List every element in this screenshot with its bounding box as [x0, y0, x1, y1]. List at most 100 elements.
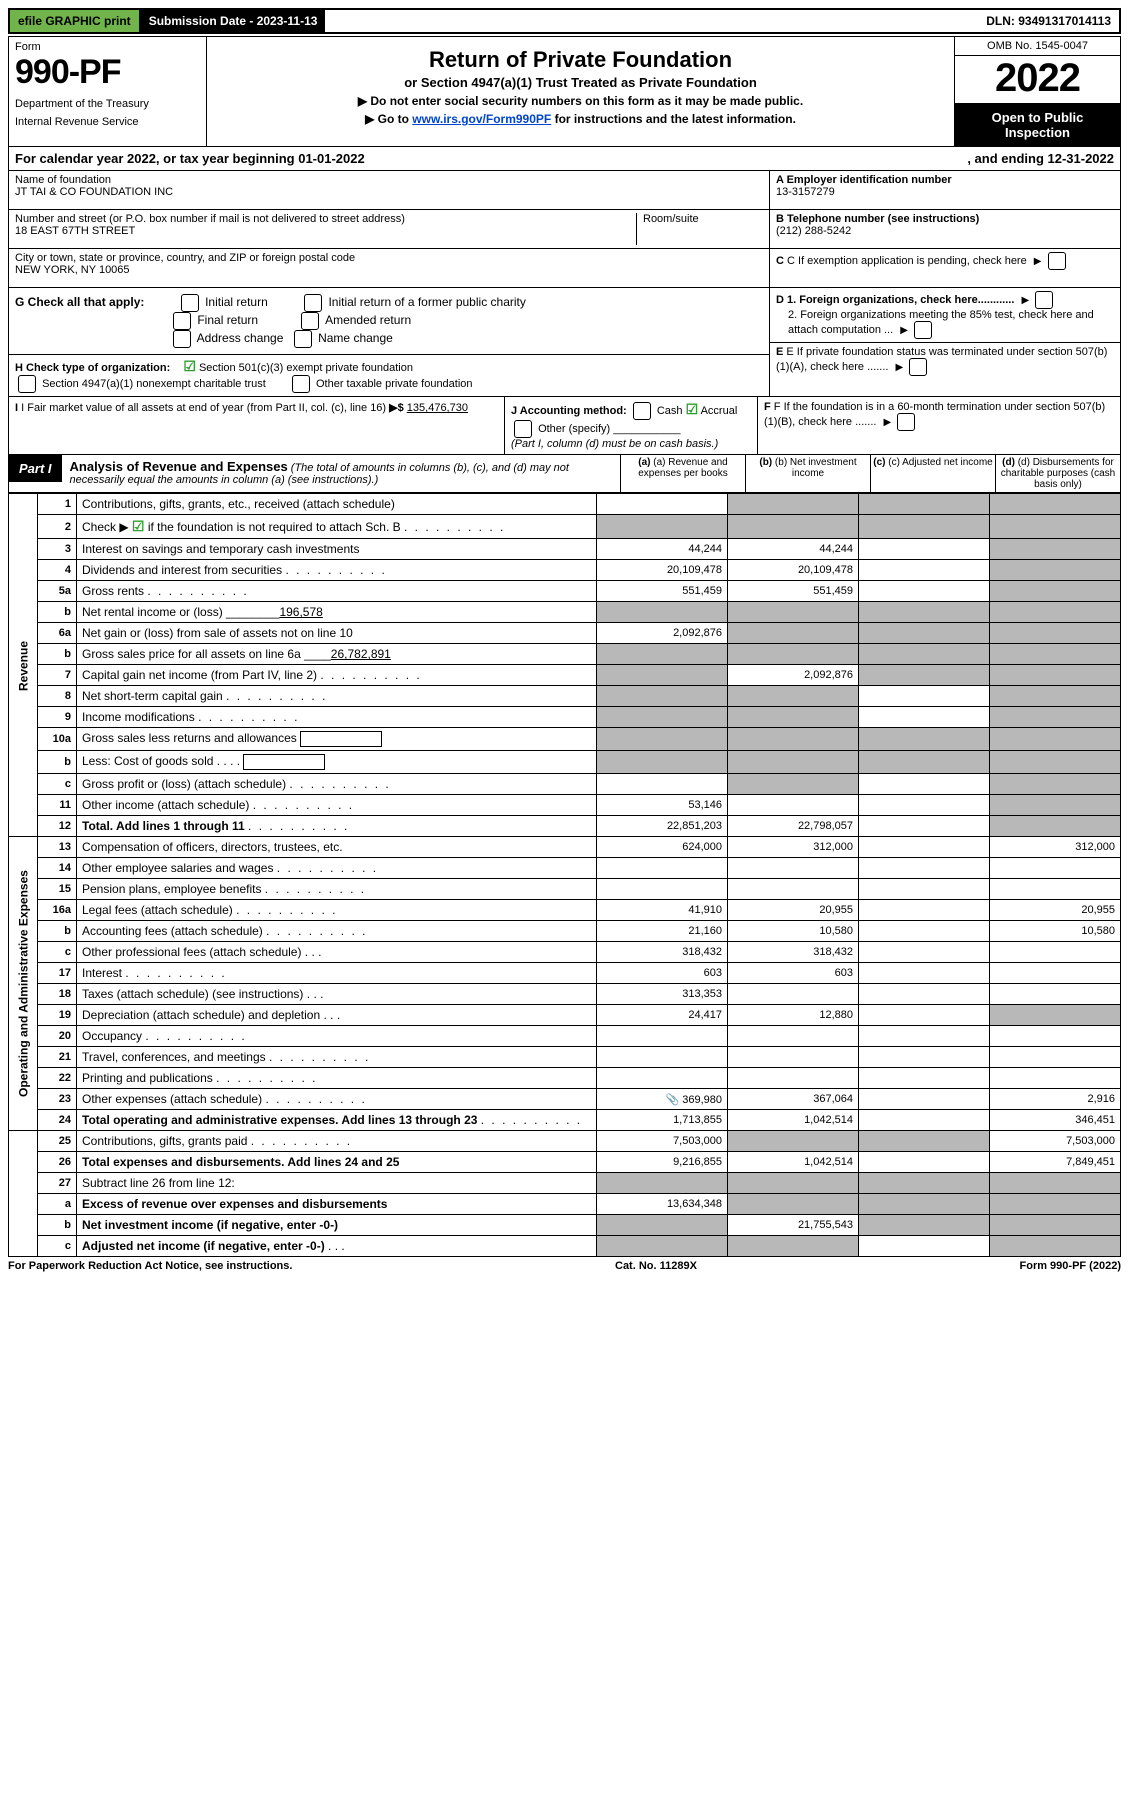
- initial-return-checkbox[interactable]: [181, 294, 199, 312]
- table-row: 8Net short-term capital gain: [9, 686, 1121, 707]
- phone-row: B Telephone number (see instructions) (2…: [770, 210, 1120, 249]
- table-row: 16aLegal fees (attach schedule) 41,91020…: [9, 900, 1121, 921]
- j-label: J Accounting method:: [511, 405, 627, 417]
- accrual-checkbox[interactable]: ☑: [686, 401, 699, 417]
- name-row: Name of foundation JT TAI & CO FOUNDATIO…: [9, 171, 769, 210]
- part1-desc: Analysis of Revenue and Expenses (The to…: [62, 455, 620, 492]
- i-cell: I I Fair market value of all assets at e…: [9, 397, 505, 454]
- d1-checkbox[interactable]: [1035, 291, 1053, 309]
- h-label: H Check type of organization:: [15, 362, 170, 374]
- table-row: 2Check ▶ ☑ if the foundation is not requ…: [9, 515, 1121, 539]
- submission-date: Submission Date - 2023-11-13: [141, 10, 326, 32]
- city-row: City or town, state or province, country…: [9, 249, 769, 288]
- dept-label: Department of the Treasury: [15, 98, 200, 110]
- omb-number: OMB No. 1545-0047: [955, 37, 1120, 56]
- c-checkbox[interactable]: [1048, 252, 1066, 270]
- form-header: Form 990-PF Department of the Treasury I…: [8, 36, 1121, 147]
- arrow-icon: [892, 361, 904, 373]
- attachment-icon[interactable]: 📎: [665, 1094, 679, 1106]
- form-number: 990-PF: [15, 53, 200, 92]
- f-checkbox[interactable]: [897, 413, 915, 431]
- g-check-row: G Check all that apply: Initial return I…: [9, 288, 769, 355]
- other-method-label: Other (specify): [538, 423, 610, 435]
- d2-label: 2. Foreign organizations meeting the 85%…: [788, 309, 1094, 336]
- table-row: 24Total operating and administrative exp…: [9, 1110, 1121, 1131]
- other-taxable-checkbox[interactable]: [292, 375, 310, 393]
- foundation-name: JT TAI & CO FOUNDATION INC: [15, 186, 763, 198]
- expenses-sidebar: Operating and Administrative Expenses: [9, 837, 38, 1131]
- arrow-icon: [1017, 294, 1029, 306]
- initial-former-checkbox[interactable]: [304, 294, 322, 312]
- table-row: 9Income modifications: [9, 707, 1121, 728]
- table-row: Revenue 1Contributions, gifts, grants, e…: [9, 494, 1121, 515]
- city-state-zip: NEW YORK, NY 10065: [15, 264, 763, 276]
- part1-tag: Part I: [9, 455, 62, 482]
- header-right: OMB No. 1545-0047 2022 Open to Public In…: [954, 37, 1120, 146]
- table-row: 19Depreciation (attach schedule) and dep…: [9, 1005, 1121, 1026]
- table-row: bNet investment income (if negative, ent…: [9, 1215, 1121, 1236]
- table-row: bLess: Cost of goods sold . . . .: [9, 751, 1121, 774]
- table-row: 25Contributions, gifts, grants paid 7,50…: [9, 1131, 1121, 1152]
- cash-checkbox[interactable]: [633, 402, 651, 420]
- f-label: F If the foundation is in a 60-month ter…: [764, 401, 1105, 428]
- form-label: Form: [15, 41, 200, 53]
- col-d-header: (d) (d) Disbursements for charitable pur…: [995, 455, 1120, 492]
- other-method-checkbox[interactable]: [514, 420, 532, 438]
- table-row: 27Subtract line 26 from line 12:: [9, 1173, 1121, 1194]
- table-row: 5aGross rents 551,459551,459: [9, 581, 1121, 602]
- form-ref: Form 990-PF (2022): [1020, 1260, 1121, 1272]
- efile-print-button[interactable]: efile GRAPHIC print: [10, 10, 141, 32]
- revenue-sidebar: Revenue: [9, 494, 38, 837]
- g-label: G Check all that apply:: [15, 295, 144, 309]
- e-checkbox[interactable]: [909, 358, 927, 376]
- 501c3-checkbox[interactable]: ☑: [183, 358, 196, 374]
- calendar-year-row: For calendar year 2022, or tax year begi…: [8, 147, 1121, 171]
- ein-label: A Employer identification number: [776, 174, 952, 186]
- final-return-checkbox[interactable]: [173, 312, 191, 330]
- col-a-header: (a) (a) Revenue and expenses per books: [620, 455, 745, 492]
- table-row: bAccounting fees (attach schedule) 21,16…: [9, 921, 1121, 942]
- address-change-checkbox[interactable]: [173, 330, 191, 348]
- amended-checkbox[interactable]: [301, 312, 319, 330]
- j-note: (Part I, column (d) must be on cash basi…: [511, 438, 718, 450]
- cal-year-begin: For calendar year 2022, or tax year begi…: [15, 151, 365, 166]
- form-title: Return of Private Foundation: [217, 47, 944, 73]
- entity-info: Name of foundation JT TAI & CO FOUNDATIO…: [8, 171, 1121, 397]
- form990pf-link[interactable]: www.irs.gov/Form990PF: [412, 112, 551, 126]
- addr-label: Number and street (or P.O. box number if…: [15, 213, 636, 225]
- table-row: cAdjusted net income (if negative, enter…: [9, 1236, 1121, 1257]
- table-row: bNet rental income or (loss) ________196…: [9, 602, 1121, 623]
- c-row: C C If exemption application is pending,…: [770, 249, 1120, 288]
- table-row: 23Other expenses (attach schedule) 📎 369…: [9, 1089, 1121, 1110]
- phone-value: (212) 288-5242: [776, 225, 851, 237]
- cash-label: Cash: [657, 405, 683, 417]
- table-row: 15Pension plans, employee benefits: [9, 879, 1121, 900]
- arrow-icon: [1030, 255, 1042, 267]
- ssn-note: ▶ Do not enter social security numbers o…: [217, 94, 944, 108]
- header-left: Form 990-PF Department of the Treasury I…: [9, 37, 207, 146]
- e-row: E E If private foundation status was ter…: [770, 343, 1120, 381]
- d1-label: D 1. Foreign organizations, check here..…: [776, 294, 1014, 306]
- goto-post: for instructions and the latest informat…: [551, 112, 796, 126]
- name-change-checkbox[interactable]: [294, 330, 312, 348]
- table-row: 6aNet gain or (loss) from sale of assets…: [9, 623, 1121, 644]
- table-row: 17Interest 603603: [9, 963, 1121, 984]
- form-subtitle: or Section 4947(a)(1) Trust Treated as P…: [217, 75, 944, 90]
- phone-label: B Telephone number (see instructions): [776, 213, 979, 225]
- table-row: 21Travel, conferences, and meetings: [9, 1047, 1121, 1068]
- col-c-header: (c) (c) Adjusted net income: [870, 455, 995, 492]
- d2-checkbox[interactable]: [914, 321, 932, 339]
- ijf-row: I I Fair market value of all assets at e…: [8, 397, 1121, 455]
- dln-label: DLN: 93491317014113: [978, 10, 1119, 32]
- table-row: 12Total. Add lines 1 through 11 22,851,2…: [9, 816, 1121, 837]
- addr-row: Number and street (or P.O. box number if…: [9, 210, 769, 249]
- opt-former: Initial return of a former public charit…: [328, 295, 525, 309]
- fmv-value: 135,476,730: [407, 402, 468, 414]
- ein-value: 13-3157279: [776, 186, 835, 198]
- page-footer: For Paperwork Reduction Act Notice, see …: [8, 1257, 1121, 1272]
- e-label: E If private foundation status was termi…: [776, 346, 1107, 373]
- header-mid: Return of Private Foundation or Section …: [207, 37, 954, 146]
- c-label: C If exemption application is pending, c…: [787, 255, 1027, 267]
- 4947-checkbox[interactable]: [18, 375, 36, 393]
- cal-year-end: , and ending 12-31-2022: [967, 151, 1114, 166]
